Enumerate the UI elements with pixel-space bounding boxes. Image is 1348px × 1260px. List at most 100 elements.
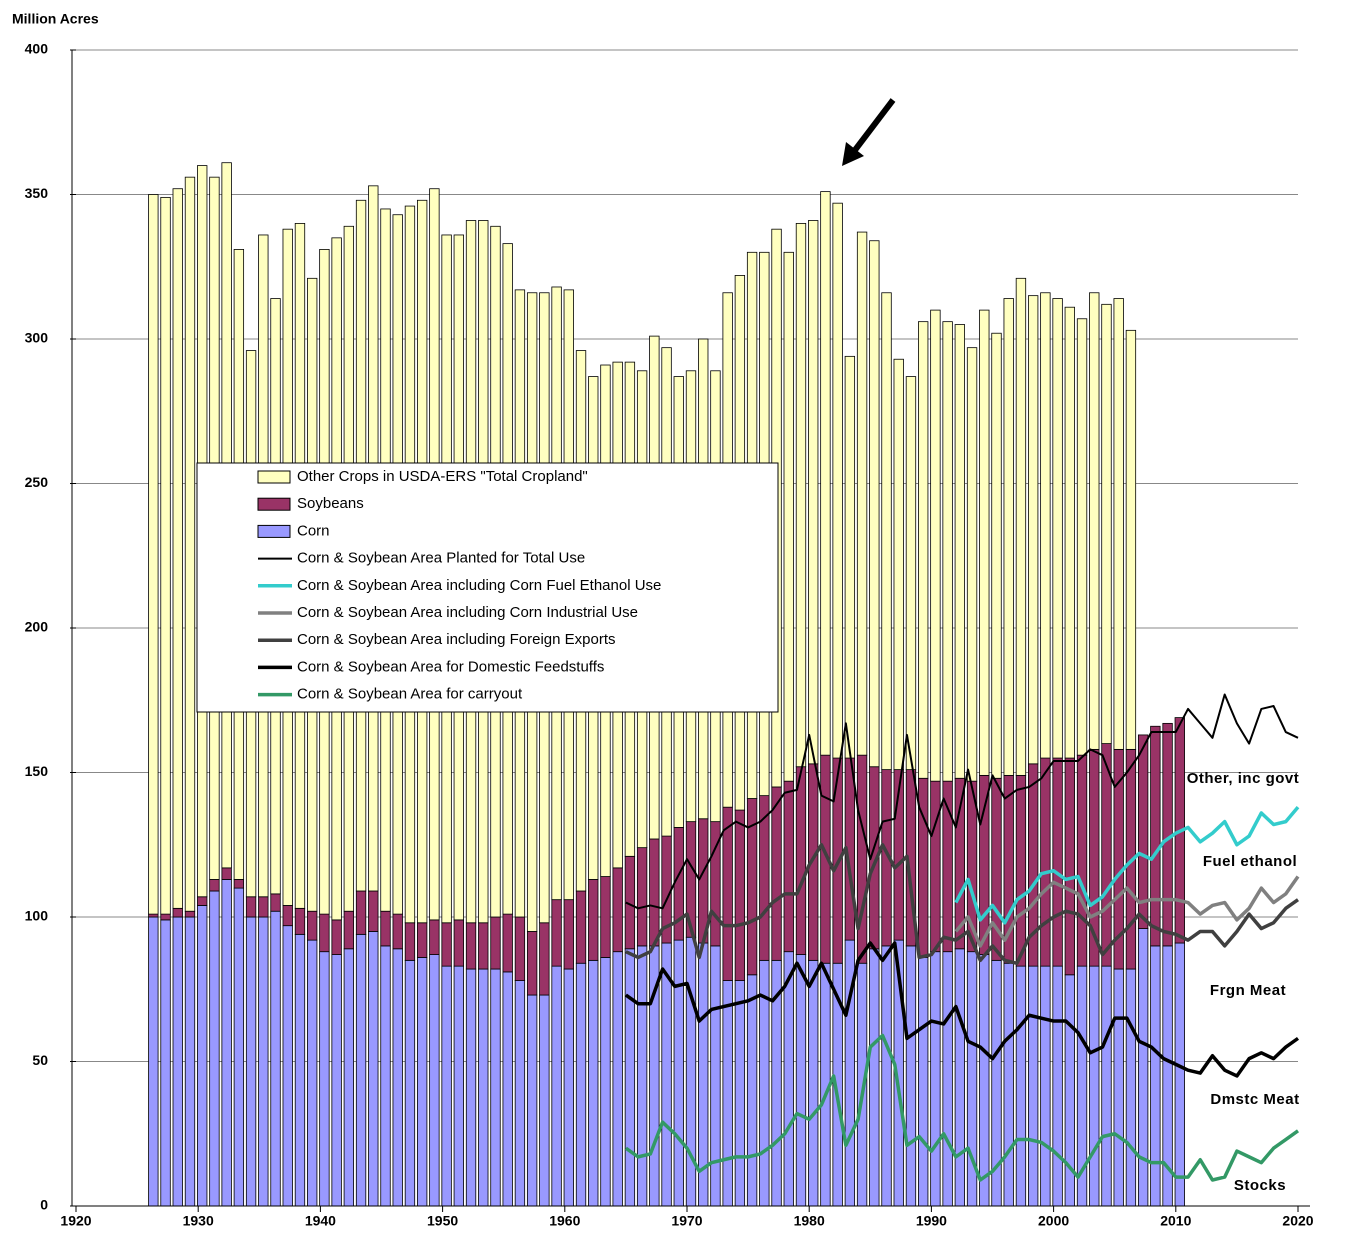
bar xyxy=(245,896,257,918)
legend-label: Corn xyxy=(297,522,330,539)
bar xyxy=(221,867,232,880)
bar xyxy=(991,332,1002,779)
line xyxy=(954,806,1300,925)
bar xyxy=(1064,757,1075,976)
bar xyxy=(588,879,599,961)
bar xyxy=(600,876,611,958)
bar xyxy=(1137,928,1149,1207)
y-tick-label: 300 xyxy=(25,330,49,346)
bar xyxy=(209,890,220,1207)
y-tick-label: 150 xyxy=(25,763,49,779)
bar xyxy=(1040,965,1051,1207)
line xyxy=(624,1033,1300,1182)
y-tick-label: 350 xyxy=(25,185,49,201)
bar xyxy=(478,968,489,1207)
bar xyxy=(673,939,684,1207)
bar xyxy=(319,951,330,1207)
line xyxy=(625,693,1299,910)
bar xyxy=(649,838,660,947)
bar xyxy=(783,951,794,1207)
bar xyxy=(893,358,904,771)
y-tick-label: 100 xyxy=(25,908,49,924)
bar xyxy=(184,910,196,918)
bar xyxy=(331,919,342,955)
bar xyxy=(979,774,990,955)
bar xyxy=(294,933,306,1207)
bar xyxy=(258,916,269,1207)
bar xyxy=(746,974,758,1207)
bar xyxy=(1052,965,1063,1207)
annotation: Dmstc Meat xyxy=(1210,1091,1299,1108)
bar xyxy=(526,994,538,1207)
bar xyxy=(502,971,513,1207)
bar xyxy=(905,945,917,1207)
bar xyxy=(1003,298,1014,776)
bar xyxy=(502,913,513,973)
bar xyxy=(563,899,574,970)
bar xyxy=(172,916,183,1207)
bar xyxy=(1113,968,1124,1207)
bar xyxy=(575,962,587,1207)
bar xyxy=(294,907,306,935)
bar xyxy=(184,176,196,912)
bar xyxy=(160,919,171,1207)
bar xyxy=(1003,962,1014,1207)
bar xyxy=(197,905,208,1207)
line xyxy=(625,843,1300,965)
bar xyxy=(148,913,159,918)
bar xyxy=(441,922,452,967)
bar xyxy=(380,910,391,947)
x-tick-label: 1980 xyxy=(794,1213,825,1229)
bar xyxy=(539,922,550,996)
bar xyxy=(1052,757,1063,967)
bar xyxy=(954,948,966,1207)
bar xyxy=(355,890,367,935)
bar xyxy=(184,916,196,1207)
x-tick-label: 2000 xyxy=(1038,1213,1069,1229)
bar xyxy=(710,945,721,1207)
bar xyxy=(808,959,819,1207)
x-tick-label: 1960 xyxy=(549,1213,580,1229)
x-tick-label: 2010 xyxy=(1160,1213,1191,1229)
x-tick-label: 2020 xyxy=(1282,1213,1313,1229)
bar xyxy=(612,951,623,1207)
bar xyxy=(722,806,733,981)
bar xyxy=(1150,725,1161,947)
bar xyxy=(930,951,941,1207)
bar xyxy=(465,922,477,970)
bar xyxy=(722,980,733,1207)
bar xyxy=(612,867,623,953)
bar xyxy=(148,916,159,1207)
bar xyxy=(942,951,953,1207)
bar xyxy=(783,780,794,953)
legend-label: Corn & Soybean Area including Foreign Ex… xyxy=(297,631,616,648)
bar xyxy=(392,913,403,950)
bar xyxy=(600,957,611,1207)
bar xyxy=(355,933,367,1207)
bar xyxy=(1076,754,1088,967)
bar xyxy=(270,893,281,912)
bar xyxy=(1150,945,1161,1207)
bar xyxy=(918,957,929,1207)
bar xyxy=(636,945,648,1207)
bar xyxy=(490,968,501,1207)
legend-swatch xyxy=(257,497,291,511)
x-tick-label: 1970 xyxy=(671,1213,702,1229)
bar xyxy=(575,890,587,964)
bar xyxy=(771,786,782,961)
bar xyxy=(441,965,452,1207)
bar xyxy=(1027,295,1039,765)
bar xyxy=(160,913,171,921)
y-tick-label: 250 xyxy=(25,474,49,490)
bar xyxy=(930,780,941,953)
bar xyxy=(197,896,208,906)
legend-swatch xyxy=(257,524,291,538)
bar xyxy=(1015,774,1027,967)
bar xyxy=(1174,942,1185,1207)
bar xyxy=(918,321,929,779)
bar xyxy=(368,890,379,932)
bar xyxy=(307,910,318,941)
legend-box xyxy=(196,462,779,713)
bar xyxy=(514,916,526,981)
